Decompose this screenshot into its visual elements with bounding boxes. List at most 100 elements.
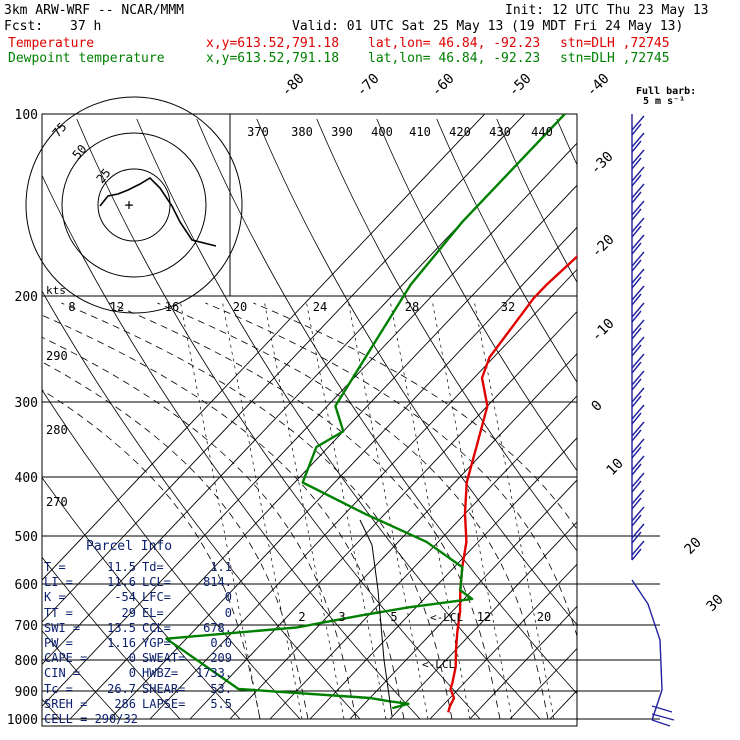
barb-flag [631,506,645,522]
wind-barb [631,132,645,153]
dew-latlon: lat,lon= 46.84, -92.23 [368,51,541,66]
barb-flag [631,540,645,556]
parcel-info-panel: T = 11.5 Td= 1.1 LI = 11.6 LCL= 814. K = -54 LFC= 0… [44,560,234,727]
parcel-value: 29 [121,605,136,620]
fcst-label: Fcst: [4,19,44,34]
barb-half [631,531,642,544]
barb-flag [631,319,645,335]
dry-adiabat [256,118,577,626]
mixing-label-upper: 8 [68,300,75,314]
isotherm [229,353,577,720]
mixing-ratio-line [305,299,387,720]
dry-adiabat [556,118,577,166]
barb-half [631,208,642,221]
pressure-label-400: 400 [15,471,38,486]
parcel-key: CIN = [44,666,81,681]
pressure-label-200: 200 [15,290,38,305]
parcel-key2: Td= [142,560,164,574]
mixing-label-upper: 16 [165,300,179,314]
parcel-key: T = [44,560,66,574]
barb-legend-line2: 5 m s⁻¹ [643,96,685,107]
parcel-value2: 0.0 [210,636,232,651]
parcel-row: PW = 1.16 YGP= 0.0 [44,636,234,651]
dewpoint-trace [165,114,566,710]
pressure-label-900: 900 [15,685,38,700]
barb-flag [631,421,645,437]
parcel-value: -54 [114,590,136,605]
barb-half [631,463,642,476]
wind-barb [631,200,645,221]
wind-barb [631,387,645,408]
hodograph-ring [61,132,207,278]
barb-flag [631,336,645,352]
parcel-row: CIN = 0 HWBZ= 1733. [44,666,234,681]
theta-label: 370 [247,125,269,139]
hodograph-ring-label: 25 [94,166,114,186]
barb-half [631,378,642,391]
barb-flag [631,217,645,233]
dry-adiabat-label: 280 [46,423,68,437]
parcel-value2: 1.1 [210,560,232,574]
isotherm-label: -60 [429,71,458,100]
barb-flag [631,353,645,369]
wind-barb [631,353,645,374]
dry-adiabat [436,118,577,383]
isotherm [69,184,577,720]
dew-xy: x,y=613.52,791.18 [206,51,340,66]
dry-adiabat [316,118,577,552]
theta-label: 440 [531,125,553,139]
isotherm [389,521,577,720]
temp-xy: x,y=613.52,791.18 [206,36,340,51]
parcel-value: 13.5 [107,620,136,635]
dry-adiabat-label: 290 [46,349,68,363]
parcel-value2: 53. [210,681,232,696]
parcel-key: LI = [44,575,73,590]
parcel-value: 26.7 [107,681,136,696]
mixing-ratio-line [389,299,471,720]
parcel-key2: SWEAT= [142,651,186,666]
barb-half [631,514,642,527]
barb-flag [631,489,645,505]
pressure-label-300: 300 [15,396,38,411]
mixing-ratio-line [431,299,513,720]
barb-half [631,259,642,272]
barb-flag [631,200,645,216]
parcel-path [359,519,393,717]
temp-latlon: lat,lon= 46.84, -92.23 [368,36,541,51]
parcel-row: SREH = 286 LAPSE= 5.5 [44,697,234,712]
parcel-value2: 5.5 [210,696,232,711]
parcel-key2: HWBZ= [142,666,179,681]
dry-adiabat [42,290,361,720]
wind-barb [631,336,645,357]
parcel-row: LI = 11.6 LCL= 814. [44,575,234,590]
moist-adiabat [253,302,577,531]
wind-barb [631,149,645,170]
parcel-key2: SHEAR= [142,681,186,696]
model-title: 3km ARW-WRF -- NCAR/MMM [4,3,185,18]
barb-flag [631,285,645,301]
isotherm-label: -20 [589,232,618,261]
barb-half [631,446,642,459]
wind-barb [631,183,645,204]
temp-stn: stn=DLH ,72745 [560,36,670,51]
barb-half [631,361,642,374]
parcel-row: K = -54 LFC= 0 [44,590,234,605]
barb-flag [631,404,645,420]
hodograph-ring-label: 75 [50,120,70,140]
parcel-row: CAPE = 0 SWEAT= 209 [44,651,234,666]
pressure-label-700: 700 [15,619,38,634]
barb-half [631,174,642,187]
parcel-value: 11.5 [107,560,136,574]
dry-adiabat-label: 270 [46,495,68,509]
parcel-row: TT = 29 EL= 0 [44,606,234,621]
wind-barb [631,523,645,544]
parcel-value2: 0 [224,605,232,620]
parcel-key: SREH = [44,696,88,711]
barb-flag [631,472,645,488]
parcel-value: 1.16 [107,636,136,651]
isotherm-label: -70 [354,71,383,100]
wind-barb [631,268,645,289]
wind-barb [631,540,645,561]
isotherm-label: -40 [584,71,613,100]
mixing-label-lower: 5 [390,610,397,624]
